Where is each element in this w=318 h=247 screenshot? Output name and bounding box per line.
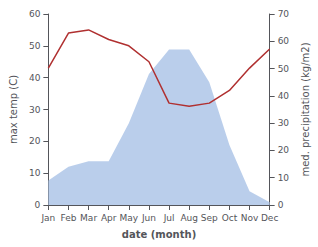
svg-text:60: 60 <box>278 36 290 46</box>
svg-text:Oct: Oct <box>222 213 238 223</box>
svg-text:Mar: Mar <box>80 213 97 223</box>
svg-text:Aug: Aug <box>180 213 198 223</box>
svg-text:40: 40 <box>278 91 290 101</box>
svg-text:May: May <box>120 213 139 223</box>
svg-text:50: 50 <box>278 64 290 74</box>
svg-text:Jun: Jun <box>141 213 156 223</box>
svg-text:Sep: Sep <box>201 213 218 223</box>
svg-text:Jul: Jul <box>163 213 175 223</box>
svg-text:60: 60 <box>29 9 41 19</box>
svg-text:40: 40 <box>29 73 41 83</box>
svg-text:50: 50 <box>29 41 41 51</box>
svg-text:30: 30 <box>278 118 290 128</box>
svg-text:Feb: Feb <box>61 213 77 223</box>
svg-text:20: 20 <box>278 145 290 155</box>
svg-text:max temp (C): max temp (C) <box>8 75 19 144</box>
svg-text:70: 70 <box>278 9 290 19</box>
svg-text:30: 30 <box>29 105 41 115</box>
svg-text:Nov: Nov <box>241 213 259 223</box>
svg-text:med. precipitation (kg/m2): med. precipitation (kg/m2) <box>300 42 311 176</box>
svg-text:0: 0 <box>35 200 41 210</box>
svg-text:10: 10 <box>278 173 290 183</box>
svg-text:0: 0 <box>278 200 284 210</box>
svg-text:Apr: Apr <box>101 213 117 223</box>
svg-text:20: 20 <box>29 136 41 146</box>
svg-text:10: 10 <box>29 168 41 178</box>
svg-text:Jan: Jan <box>40 213 55 223</box>
svg-text:date (month): date (month) <box>122 229 196 240</box>
svg-text:Dec: Dec <box>261 213 278 223</box>
